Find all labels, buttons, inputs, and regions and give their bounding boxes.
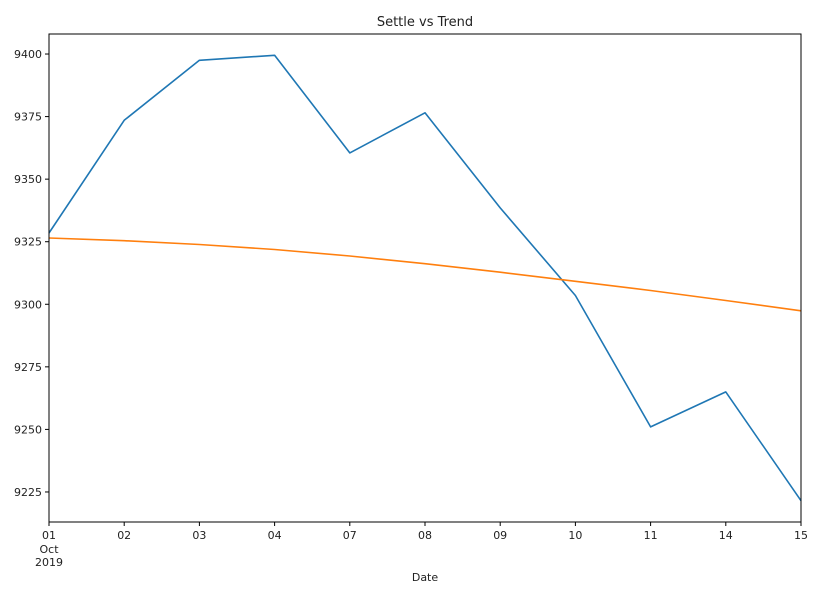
y-axis: 9225 9250 9275 9300 9325 9350 9375 9400 xyxy=(14,48,49,499)
x-month-label: Oct xyxy=(39,543,59,556)
x-axis-label: Date xyxy=(412,571,439,584)
x-tick-label: 11 xyxy=(644,529,658,542)
x-tick-label: 08 xyxy=(418,529,432,542)
chart-title: Settle vs Trend xyxy=(377,15,473,30)
series-line-2 xyxy=(48,237,802,312)
x-tick-label: 10 xyxy=(568,529,582,542)
y-tick-label: 9375 xyxy=(14,111,42,124)
x-tick-label: 02 xyxy=(117,529,131,542)
series-line-1 xyxy=(48,54,802,502)
y-tick-label: 9225 xyxy=(14,486,42,499)
y-tick-label: 9275 xyxy=(14,361,42,374)
x-tick-label: 07 xyxy=(343,529,357,542)
x-axis: Oct 2019 01 02 03 04 07 08 09 10 11 14 15 xyxy=(35,522,808,569)
x-tick-label: 09 xyxy=(493,529,507,542)
plot-frame xyxy=(48,33,802,523)
x-tick-label: 15 xyxy=(794,529,808,542)
plot-area xyxy=(48,54,802,502)
y-tick-label: 9350 xyxy=(14,173,42,186)
x-tick-label: 03 xyxy=(192,529,206,542)
x-tick-label: 01 xyxy=(42,529,56,542)
x-year-label: 2019 xyxy=(35,556,63,569)
y-tick-label: 9300 xyxy=(14,298,42,311)
y-tick-label: 9400 xyxy=(14,48,42,61)
x-tick-label: 14 xyxy=(719,529,733,542)
x-tick-label: 04 xyxy=(268,529,282,542)
y-tick-label: 9325 xyxy=(14,236,42,249)
y-tick-label: 9250 xyxy=(14,423,42,436)
